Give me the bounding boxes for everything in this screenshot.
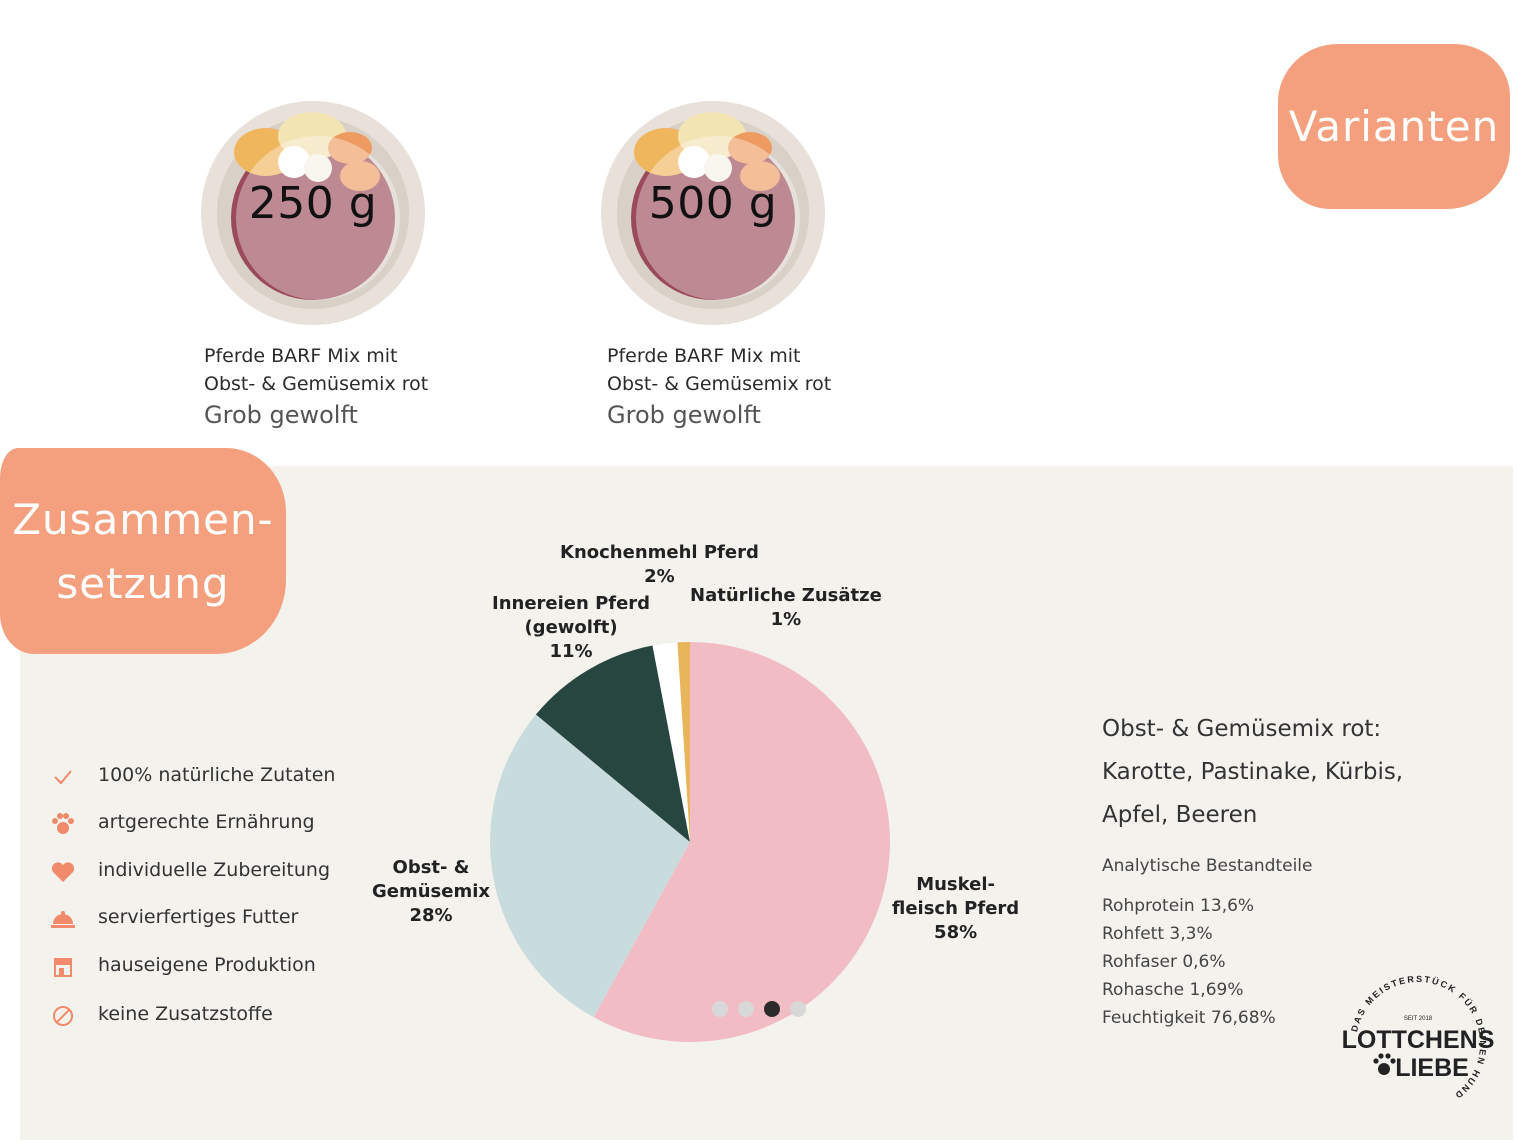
composition-pie-chart [489,642,890,1042]
analytics-item: Rohasche 1,69% [1102,980,1244,1000]
feature-item: keine Zusatzstoffe [48,1001,273,1031]
varianten-badge: Varianten [1278,44,1510,209]
feature-item: hauseigene Produktion [48,952,316,982]
bowl-illustration [601,101,825,325]
mix-line: Karotte, Pastinake, Kürbis, [1102,759,1404,785]
feature-item: individuelle Zubereitung [48,857,330,887]
carousel-dot[interactable] [738,1001,754,1017]
feature-label: artgerechte Ernährung [98,811,315,833]
svg-text:LIEBE: LIEBE [1395,1054,1469,1082]
heart-icon [48,857,78,887]
feature-label: servierfertiges Futter [98,906,299,928]
mix-title: Obst- & Gemüsemix rot: [1102,716,1382,742]
svg-text:SEIT 2018: SEIT 2018 [1404,1016,1433,1022]
pie-slice [489,714,690,1018]
pie-slice [677,642,690,842]
variant-line1: Pferde BARF Mix mit [204,345,398,367]
paw-icon [48,809,78,839]
svg-text:LOTTCHENS: LOTTCHENS [1342,1026,1495,1054]
cloche-icon [48,904,78,934]
pie-slice [593,642,890,1042]
variant-500-image[interactable]: 500 g [600,100,826,326]
feature-label: 100% natürliche Zutaten [98,764,336,786]
feature-label: hauseigene Produktion [98,954,316,976]
variant-weight: 500 g [648,178,778,229]
feature-label: individuelle Zubereitung [98,859,331,881]
analytics-item: Rohfett 3,3% [1102,924,1213,944]
mix-description: Obst- & Gemüsemix rot: Karotte, Pastinak… [1102,708,1403,837]
feature-item: servierfertiges Futter [48,904,298,934]
variant-250-image[interactable]: 250 g [200,100,426,326]
store-icon [48,952,78,982]
carousel-dot[interactable] [712,1001,728,1017]
lottchens-liebe-logo[interactable]: DAS MEISTERSTÜCK FÜR DEINEN HUND SEIT 20… [1336,970,1500,1118]
zusammensetzung-badge: Zusammen- setzung [0,448,286,654]
analytics-item: Feuchtigkeit 76,68% [1102,1008,1276,1028]
badge-line1: Zusammen- [12,495,274,544]
variant-250-text: Pferde BARF Mix mit Obst- & Gemüsemix ro… [204,342,428,432]
label-muskelfleisch: Muskel- fleisch Pferd 58% [892,874,1020,943]
label-knochenmehl: Knochenmehl Pferd 2% [560,542,759,587]
variant-line3: Grob gewolft [204,401,358,429]
variant-line2: Obst- & Gemüsemix rot [607,373,832,395]
analytics-list: Rohprotein 13,6% Rohfett 3,3% Rohfaser 0… [1102,892,1276,1032]
variant-weight: 250 g [248,178,378,229]
no-icon [48,1001,78,1031]
analytics-item: Rohprotein 13,6% [1102,896,1255,916]
pie-slice [652,642,690,842]
carousel-dots [712,1001,806,1017]
pie-slice [535,645,690,842]
analytics-title: Analytische Bestandteile [1102,856,1313,876]
variant-500-text: Pferde BARF Mix mit Obst- & Gemüsemix ro… [607,342,831,432]
feature-item: artgerechte Ernährung [48,809,315,839]
carousel-dot-active[interactable] [764,1001,780,1017]
label-natuerliche-zusaetze: Natürliche Zusätze 1% [690,585,882,630]
label-innereien: Innereien Pferd (gewolft) 11% [492,593,651,662]
feature-label: keine Zusatzstoffe [98,1003,273,1025]
variant-line2: Obst- & Gemüsemix rot [204,373,429,395]
badge-line2: setzung [56,559,230,608]
analytics-item: Rohfaser 0,6% [1102,952,1226,972]
feature-item: 100% natürliche Zutaten [48,762,335,792]
mix-line: Apfel, Beeren [1102,802,1258,828]
label-obst-gemuesemix: Obst- & Gemüsemix 28% [372,857,491,926]
variant-line1: Pferde BARF Mix mit [607,345,801,367]
carousel-dot[interactable] [790,1001,806,1017]
variant-line3: Grob gewolft [607,401,761,429]
check-icon [48,762,78,792]
bowl-illustration [201,101,425,325]
